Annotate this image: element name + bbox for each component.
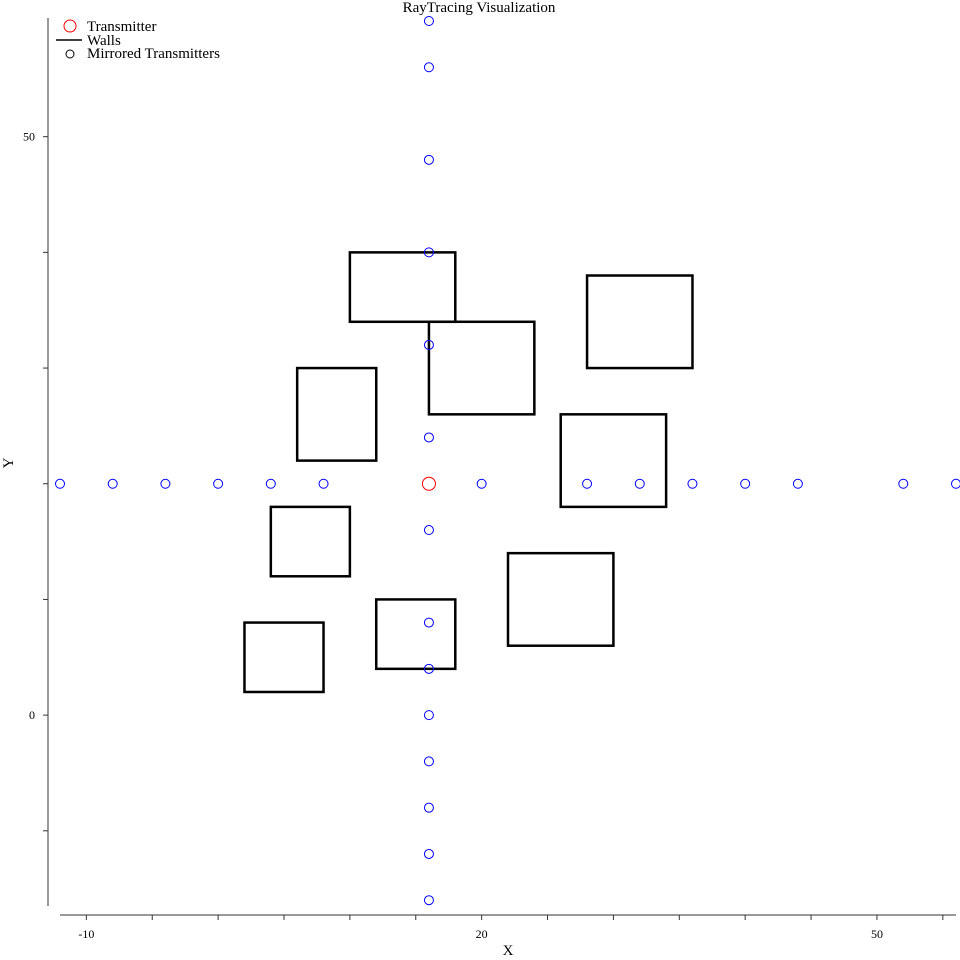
mirrored-transmitter-point: [423, 525, 434, 536]
y-tick-label: 0: [29, 708, 35, 722]
legend-transmitter-label: Transmitter: [87, 19, 156, 35]
mirrored-transmitter-point: [423, 663, 434, 674]
legend-transmitter-marker: [63, 19, 77, 33]
wall: [559, 413, 668, 509]
x-ticks: -10 20 50: [78, 915, 944, 941]
wall: [295, 366, 378, 462]
mirrored-transmitter-point: [423, 154, 434, 165]
x-tick-label: 20: [476, 927, 488, 941]
mirrored-transmitter-point: [160, 478, 171, 489]
x-tick-label: -10: [78, 927, 94, 941]
mirrored-transmitter-point: [740, 478, 751, 489]
wall: [585, 274, 694, 370]
x-tick-label: 50: [871, 927, 883, 941]
wall: [348, 251, 457, 324]
mirrored-transmitter-point: [423, 895, 434, 906]
wall: [427, 320, 536, 416]
transmitter-point: [421, 476, 436, 491]
mirrored-transmitter-point: [898, 478, 909, 489]
walls: [243, 251, 694, 694]
mirrored-transmitter-point: [423, 617, 434, 628]
y-tick-label: 50: [23, 130, 35, 144]
legend-mirrored-label: Mirrored Transmitters: [87, 46, 220, 62]
legend-walls-label: Walls: [87, 33, 121, 49]
mirrored-transmitter-point: [634, 478, 645, 489]
wall: [506, 551, 615, 647]
mirrored-transmitters: [55, 16, 960, 906]
mirrored-transmitter-point: [582, 478, 593, 489]
mirrored-transmitter-point: [423, 848, 434, 859]
axes: -10 20 50 0 50: [23, 18, 956, 941]
y-axis-title: Y: [1, 457, 17, 468]
mirrored-transmitter-point: [423, 339, 434, 350]
mirrored-transmitter-point: [423, 62, 434, 73]
mirrored-transmitter-point: [423, 802, 434, 813]
transmitter-layer: [421, 476, 436, 491]
mirrored-transmitter-point: [423, 16, 434, 26]
y-ticks: 0 50: [23, 130, 48, 832]
legend: Transmitter Walls Mirrored Transmitters: [56, 19, 220, 62]
mirrored-transmitter-point: [423, 432, 434, 443]
mirrored-transmitter-point: [687, 478, 698, 489]
mirrored-transmitter-point: [951, 478, 960, 489]
mirrored-transmitter-point: [423, 756, 434, 767]
mirrored-transmitter-point: [107, 478, 118, 489]
mirrored-transmitter-point: [792, 478, 803, 489]
mirrored-transmitter-point: [318, 478, 329, 489]
mirrored-transmitter-point: [265, 478, 276, 489]
mirrored-transmitter-point: [476, 478, 487, 489]
wall: [374, 598, 457, 671]
mirrored-transmitter-point: [423, 710, 434, 721]
x-axis-title: X: [503, 943, 514, 959]
chart-title: RayTracing Visualization: [403, 0, 556, 16]
wall: [269, 505, 352, 578]
legend-mirrored-marker: [65, 49, 75, 59]
mirrored-transmitter-point: [423, 247, 434, 258]
mirrored-transmitter-point: [55, 478, 65, 489]
wall: [243, 621, 325, 694]
mirrored-transmitter-point: [213, 478, 224, 489]
